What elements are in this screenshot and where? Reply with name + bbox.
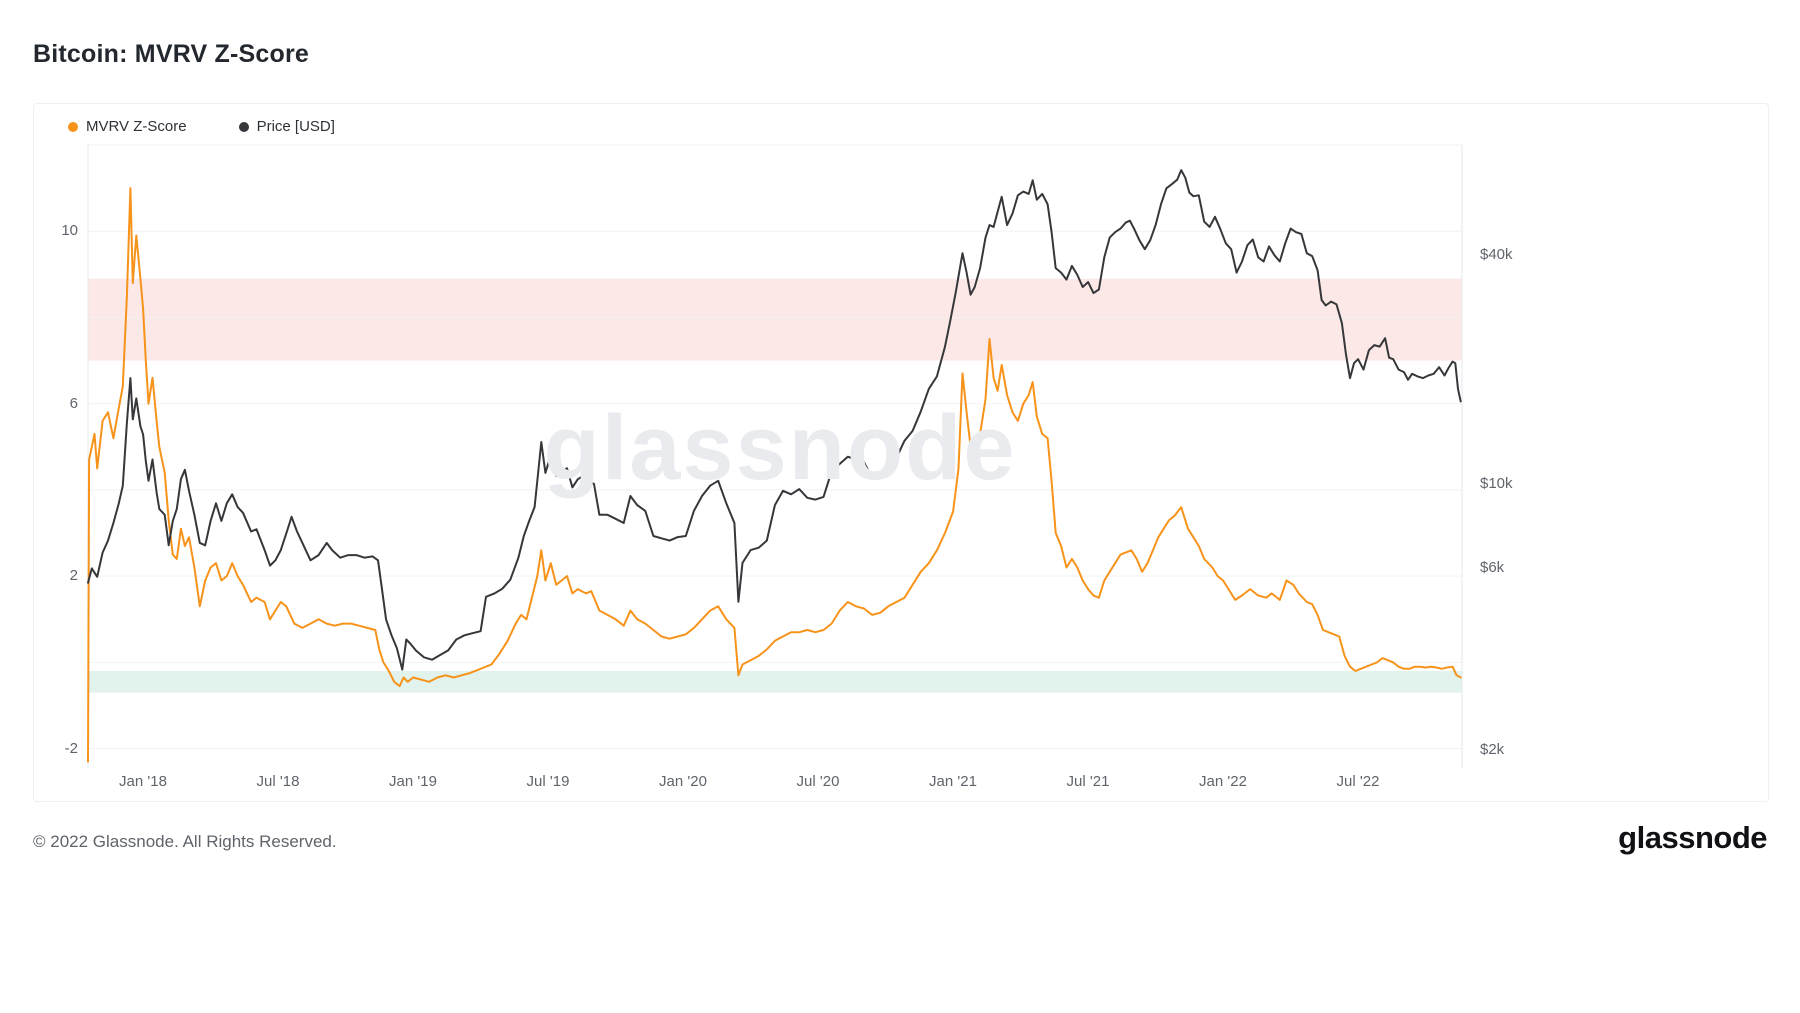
legend-label-price: Price [USD]	[256, 118, 335, 135]
page-title: Bitcoin: MVRV Z-Score	[33, 40, 309, 68]
x-tick: Jul '20	[796, 773, 840, 790]
x-tick: Jan '22	[1199, 773, 1247, 790]
y-left-tick: 6	[69, 395, 78, 412]
band-undervalued	[88, 671, 1462, 693]
legend-label-mvrv: MVRV Z-Score	[86, 118, 187, 135]
legend-dot-price-icon	[238, 121, 249, 132]
legend-item-mvrv[interactable]: MVRV Z-Score	[68, 118, 187, 135]
x-tick: Jan '19	[389, 773, 437, 790]
x-tick: Jan '20	[659, 773, 707, 790]
y-right-tick: $10k	[1480, 475, 1513, 492]
y-right-tick: $2k	[1480, 741, 1505, 758]
x-tick: Jan '21	[929, 773, 977, 790]
y-left-tick: 10	[61, 222, 78, 239]
y-left-tick: 2	[69, 567, 78, 584]
x-tick: Jul '21	[1066, 773, 1110, 790]
x-tick: Jul '19	[526, 773, 570, 790]
x-tick: Jul '18	[256, 773, 300, 790]
y-left-tick: -2	[64, 740, 78, 757]
series-mvrv-z-score	[87, 187, 1462, 763]
glassnode-logo[interactable]: glassnode	[1618, 820, 1767, 855]
legend-item-price[interactable]: Price [USD]	[238, 118, 335, 135]
x-tick: Jan '18	[119, 773, 167, 790]
legend: MVRV Z-Score Price [USD]	[68, 118, 335, 135]
footer-copyright: © 2022 Glassnode. All Rights Reserved.	[33, 832, 337, 851]
y-right-tick: $6k	[1480, 559, 1505, 576]
band-overvalued	[88, 278, 1462, 361]
series-price-usd-	[87, 169, 1462, 671]
y-right-tick: $40k	[1480, 246, 1513, 263]
x-tick: Jul '22	[1336, 773, 1380, 790]
legend-dot-mvrv-icon	[68, 121, 78, 132]
